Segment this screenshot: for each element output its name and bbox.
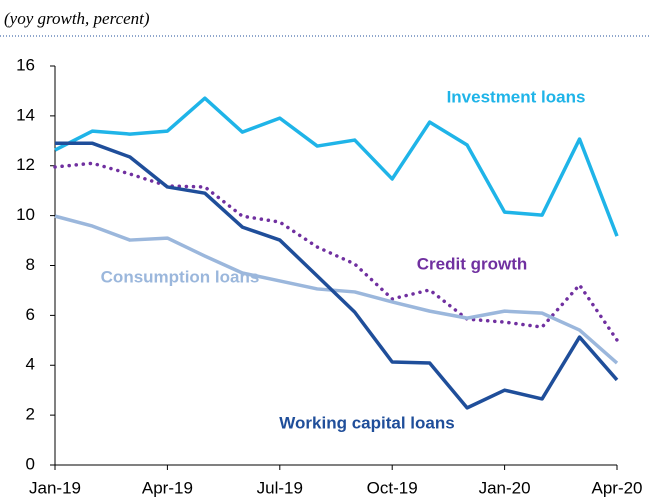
series-label: Consumption loans bbox=[101, 267, 260, 286]
x-tick-label: Apr-20 bbox=[591, 478, 642, 497]
y-tick-label: 2 bbox=[26, 405, 35, 424]
x-tick-label: Apr-19 bbox=[142, 478, 193, 497]
series-label: Credit growth bbox=[417, 254, 528, 273]
line-series bbox=[54, 96, 619, 237]
x-tick-label: Jan-20 bbox=[479, 478, 531, 497]
line-series bbox=[55, 141, 619, 410]
y-tick-label: 0 bbox=[26, 454, 35, 473]
y-tick-label: 10 bbox=[16, 205, 35, 224]
x-tick-label: Jul-19 bbox=[257, 478, 303, 497]
y-tick-label: 8 bbox=[26, 255, 35, 274]
y-tick-label: 16 bbox=[16, 55, 35, 74]
x-tick-label: Oct-19 bbox=[367, 478, 418, 497]
line-series bbox=[53, 161, 619, 342]
line-series bbox=[54, 214, 619, 365]
x-tick-label: Jan-19 bbox=[29, 478, 81, 497]
series-label: Investment loans bbox=[447, 87, 586, 106]
series-label: Working capital loans bbox=[279, 413, 454, 432]
chart-subtitle: (yoy growth, percent) bbox=[4, 9, 150, 28]
y-tick-label: 12 bbox=[16, 155, 35, 174]
y-tick-label: 14 bbox=[16, 105, 35, 124]
y-tick-label: 6 bbox=[26, 305, 35, 324]
y-tick-label: 4 bbox=[26, 355, 35, 374]
